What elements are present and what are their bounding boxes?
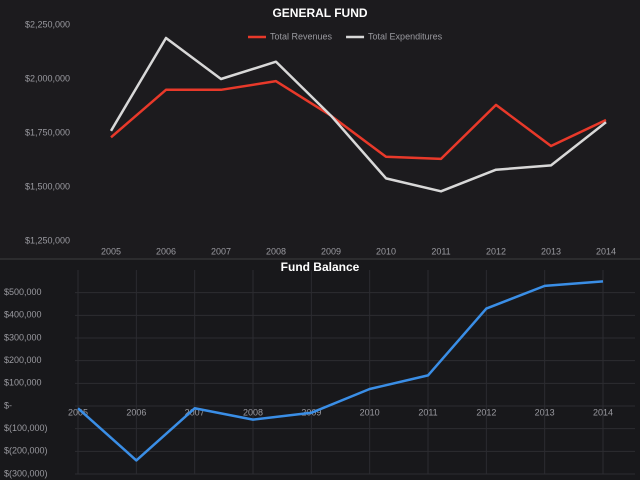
y-tick-label: $500,000	[4, 287, 42, 297]
x-tick-label: 2012	[486, 246, 506, 256]
x-tick-label: 2005	[68, 407, 88, 417]
x-tick-label: 2009	[321, 246, 341, 256]
x-tick-label: 2014	[593, 407, 613, 417]
y-tick-label: $200,000	[4, 355, 42, 365]
y-tick-label: $300,000	[4, 332, 42, 342]
legend-label: Total Revenues	[270, 31, 333, 41]
y-tick-label: $2,250,000	[25, 19, 70, 29]
y-tick-label: $(200,000)	[4, 446, 48, 456]
x-tick-label: 2011	[418, 407, 437, 417]
x-tick-label: 2007	[185, 407, 205, 417]
y-tick-label: $2,000,000	[25, 73, 70, 83]
x-tick-label: 2007	[211, 246, 231, 256]
x-tick-label: 2010	[360, 407, 380, 417]
legend-label: Total Expenditures	[368, 31, 443, 41]
y-tick-label: $1,750,000	[25, 127, 70, 137]
x-tick-label: 2010	[376, 246, 396, 256]
x-tick-label: 2013	[541, 246, 561, 256]
x-tick-label: 2006	[126, 407, 146, 417]
y-tick-label: $1,250,000	[25, 235, 70, 245]
x-tick-label: 2008	[243, 407, 263, 417]
y-tick-label: $(300,000)	[4, 468, 48, 478]
y-tick-label: $100,000	[4, 378, 42, 388]
x-tick-label: 2013	[535, 407, 555, 417]
x-tick-label: 2006	[156, 246, 176, 256]
panel	[0, 260, 640, 480]
series-line	[110, 79, 607, 161]
x-tick-label: 2005	[101, 246, 121, 256]
y-tick-label: $1,500,000	[25, 181, 70, 191]
y-tick-label: $-	[4, 400, 12, 410]
chart-title: Fund Balance	[281, 260, 360, 274]
x-tick-label: 2014	[596, 246, 616, 256]
x-tick-label: 2011	[431, 246, 450, 256]
x-tick-label: 2008	[266, 246, 286, 256]
y-tick-label: $(100,000)	[4, 423, 48, 433]
series-line	[77, 280, 604, 462]
x-tick-label: 2012	[476, 407, 496, 417]
chart-title: GENERAL FUND	[272, 6, 367, 20]
y-tick-label: $400,000	[4, 310, 42, 320]
panel	[0, 0, 640, 258]
series-line	[109, 36, 607, 193]
